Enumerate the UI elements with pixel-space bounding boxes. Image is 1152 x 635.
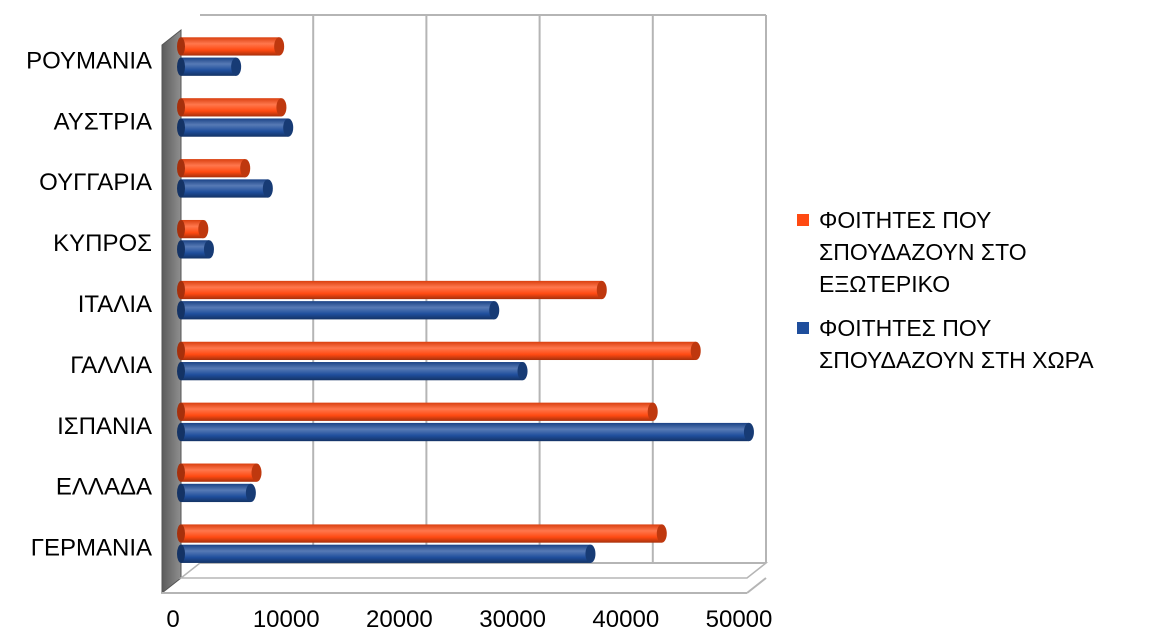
bar-body (181, 422, 749, 442)
x-tick-label: 0 (166, 606, 179, 633)
bar (177, 402, 658, 421)
bar-cap (283, 118, 294, 137)
bar-body (181, 57, 237, 76)
bar-base (177, 179, 185, 198)
bar-base (177, 301, 185, 320)
floor (178, 562, 769, 579)
bar-base (177, 98, 185, 117)
bar-cap (690, 341, 701, 361)
bar (177, 362, 528, 381)
bar-cap (276, 98, 287, 117)
bar (177, 280, 607, 300)
bar (177, 37, 285, 56)
bar-body (181, 240, 209, 259)
bar (177, 483, 256, 503)
bar-cap (647, 402, 658, 421)
bar-base (177, 240, 185, 259)
category-label: ΕΛΛΑΔΑ (56, 474, 152, 501)
x-tick-label: 30000 (479, 606, 546, 633)
legend-label: ΣΠΟΥΔΑΖΟΥΝ ΣΤΟ (819, 239, 1027, 265)
bar-cap (585, 544, 596, 563)
category-label: ΚΥΠΡΟΣ (53, 230, 152, 257)
bar-base (177, 544, 185, 563)
x-tick-label: 20000 (366, 606, 433, 633)
bar-cap (262, 179, 273, 198)
bar-base (177, 341, 185, 361)
bar-body (181, 159, 246, 178)
bar-body (181, 362, 523, 381)
legend-label: ΦΟΙΤΗΤΕΣ ΠΟΥ (819, 315, 991, 341)
legend-swatch (797, 322, 809, 334)
bar (177, 544, 596, 563)
category-label: ΑΥΣΤΡΙΑ (54, 108, 152, 135)
bar (177, 341, 701, 361)
bar (177, 463, 262, 482)
bar-body (181, 280, 602, 300)
bar-body (181, 37, 280, 56)
x-axis-end (746, 577, 767, 594)
category-label: ΓΕΡΜΑΝΙΑ (31, 535, 152, 562)
bar-body (181, 402, 653, 421)
bar-base (177, 219, 185, 239)
bar-base (177, 463, 185, 482)
bar (177, 422, 754, 442)
legend-swatch (797, 214, 809, 226)
bar-cap (274, 37, 285, 56)
bar-body (181, 463, 257, 482)
bar-cap (489, 301, 500, 320)
bar-base (177, 402, 185, 421)
bar-body (181, 524, 662, 543)
bar-base (177, 280, 185, 300)
x-tick-label: 40000 (592, 606, 659, 633)
category-label: ΙΤΑΛΙΑ (78, 291, 152, 318)
bar-cap (251, 463, 262, 482)
bar-cap (231, 57, 242, 76)
bar-cap (203, 240, 214, 259)
legend-label: ΣΠΟΥΔΑΖΟΥΝ ΣΤΗ ΧΩΡΑ (819, 347, 1094, 373)
category-label: ΟΥΓΓΑΡΙΑ (39, 169, 152, 196)
bar-body (181, 118, 289, 137)
bar-body (181, 544, 591, 563)
x-tick-label: 10000 (253, 606, 320, 633)
bar-body (181, 341, 696, 361)
bar (177, 57, 242, 76)
bar-cap (517, 362, 528, 381)
category-label: ΙΣΠΑΝΙΑ (57, 413, 152, 440)
bar (177, 159, 251, 178)
bar-cap (596, 280, 607, 300)
bar-base (177, 483, 185, 503)
bar-body (181, 98, 282, 117)
bar (177, 240, 214, 259)
bar-body (181, 301, 495, 320)
bar (177, 524, 667, 543)
bar-cap (240, 159, 251, 178)
bar-base (177, 37, 185, 56)
bar-cap (245, 483, 256, 503)
bar (177, 301, 500, 320)
bar (177, 98, 287, 117)
bar (177, 179, 273, 198)
legend-label: ΦΟΙΤΗΤΕΣ ΠΟΥ (819, 207, 991, 233)
bar-cap (198, 219, 209, 239)
bar-body (181, 179, 268, 198)
bar-body (181, 219, 204, 239)
category-label: ΓΑΛΛΙΑ (70, 352, 152, 379)
x-tick-label: 50000 (706, 606, 773, 633)
bar-base (177, 118, 185, 137)
bar-cap (743, 422, 754, 442)
category-label: ΡΟΥΜΑΝΙΑ (26, 47, 152, 74)
legend-label: ΕΞΩΤΕΡΙΚΟ (819, 271, 950, 297)
bar-base (177, 422, 185, 442)
bar (177, 219, 209, 239)
bar-base (177, 159, 185, 178)
bar-base (177, 524, 185, 543)
bar-cap (656, 524, 667, 543)
bar-body (181, 483, 251, 503)
bar-base (177, 362, 185, 381)
bar (177, 118, 294, 137)
bar-base (177, 57, 185, 76)
